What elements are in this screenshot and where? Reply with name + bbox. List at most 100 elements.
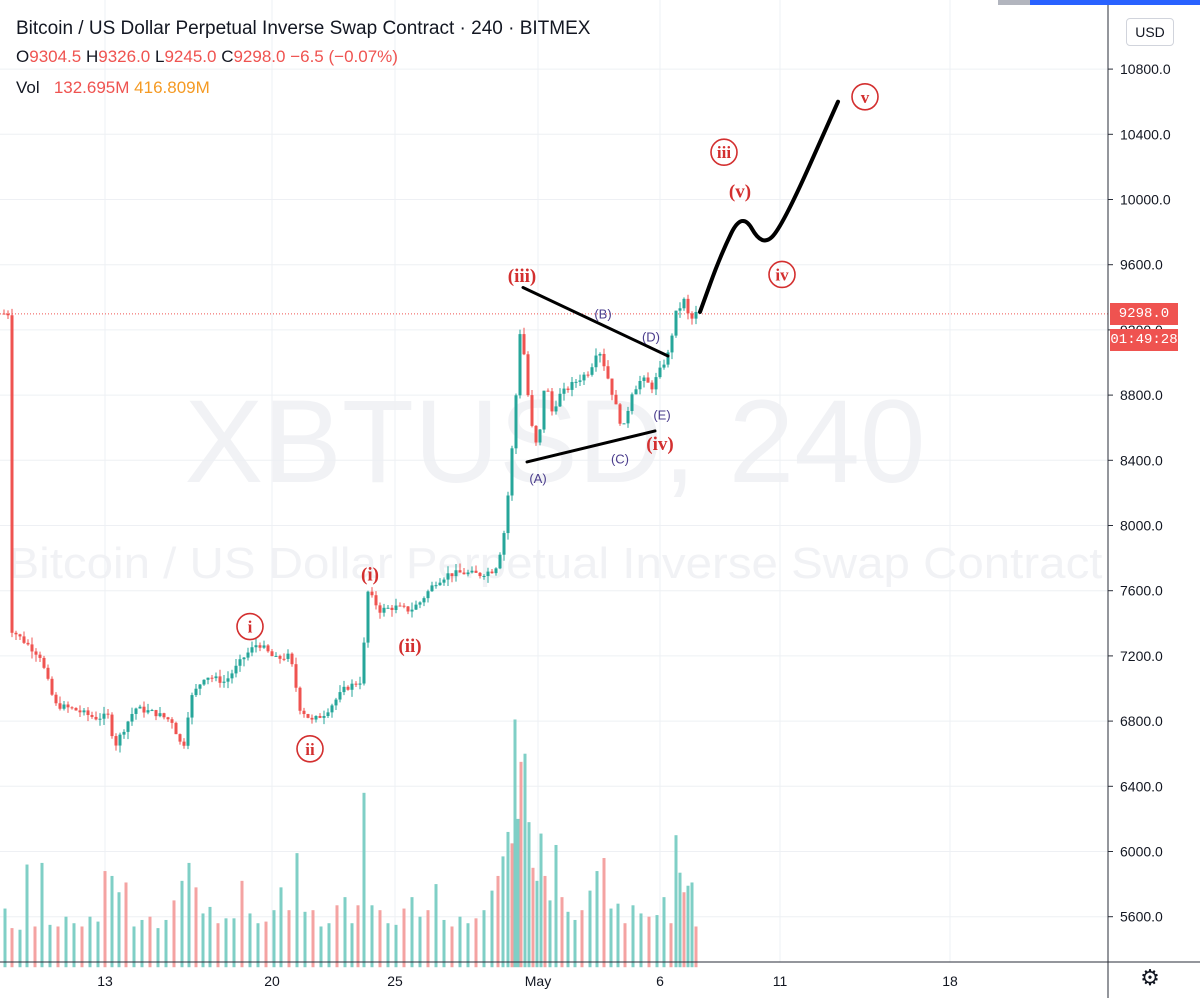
candle-body: [438, 582, 442, 586]
candle-body: [674, 310, 678, 336]
candle-body: [434, 585, 438, 587]
candle-body: [690, 313, 694, 319]
volume-bar: [560, 897, 564, 968]
volume-bar: [311, 910, 315, 968]
wave-label: iv: [775, 265, 789, 284]
candle-body: [242, 657, 246, 660]
candle-body: [506, 495, 510, 534]
candle-body: [210, 677, 214, 679]
volume-bar: [678, 872, 682, 968]
candle-body: [22, 636, 26, 643]
change-value: −6.5 (−0.07%): [290, 47, 398, 66]
candle-body: [514, 395, 518, 449]
candle-body: [294, 664, 298, 688]
wave-label-circle: [236, 612, 264, 641]
volume-ma-value: 416.809M: [134, 78, 210, 97]
abcde-label: (B): [594, 307, 611, 322]
abcde-label: (C): [611, 452, 629, 467]
wave-label-circle: [296, 735, 324, 763]
candle-body: [110, 714, 114, 737]
x-tick-label: 25: [387, 973, 403, 989]
volume-bar: [386, 923, 390, 968]
candle-body: [590, 367, 594, 375]
currency-button[interactable]: USD: [1126, 18, 1174, 46]
wave-label-circle: [851, 83, 879, 111]
wave-label-circle: [710, 138, 738, 167]
y-tick-label: 10400.0: [1120, 126, 1171, 142]
candle-body: [490, 571, 494, 574]
volume-bar: [117, 892, 121, 968]
volume-bar: [474, 918, 478, 968]
volume-bar: [513, 719, 517, 968]
volume-bar: [418, 916, 422, 968]
candle-body: [94, 716, 98, 720]
toolbar-strip-active[interactable]: [1030, 0, 1200, 5]
watermark-layer: XBTUSD, 240 Bitcoin / US Dollar Perpetua…: [8, 376, 1103, 588]
volume-bar: [442, 919, 446, 968]
candle-body: [518, 334, 522, 396]
candle-body: [66, 704, 70, 708]
volume-bar: [356, 905, 360, 968]
candle-body: [74, 707, 78, 711]
candle-body: [358, 683, 362, 685]
wave-label: ii: [305, 740, 315, 759]
triangle-upper-line: [521, 286, 670, 358]
candle-body: [418, 602, 422, 605]
candle-body: [378, 605, 382, 613]
y-tick-label: 6000.0: [1120, 844, 1163, 860]
candle-body: [670, 335, 674, 353]
candle-body: [498, 554, 502, 569]
candle-body: [62, 704, 66, 709]
volume-bar: [124, 882, 128, 968]
volume-bar: [279, 887, 283, 968]
candle-body: [118, 734, 122, 746]
candle-body: [694, 311, 698, 319]
volume-bar: [580, 910, 584, 968]
volume-bar: [535, 880, 539, 968]
volume-bar: [527, 822, 531, 968]
last-price-tag: 9298.0: [1110, 303, 1178, 325]
y-tick-label: 5600.0: [1120, 909, 1163, 925]
candle-body: [46, 667, 50, 679]
candle-body: [86, 710, 90, 716]
drawings[interactable]: [521, 99, 840, 464]
candle-body: [362, 642, 366, 684]
candle-body: [122, 731, 126, 735]
volume-bar: [669, 923, 673, 968]
candle-body: [558, 393, 562, 407]
volume-bar: [303, 911, 307, 968]
volume-bar: [458, 916, 462, 968]
abcde-label: (A): [529, 471, 546, 486]
volume-bar: [10, 928, 14, 968]
candle-body: [246, 652, 250, 658]
candle-body: [350, 683, 354, 690]
candle-body: [638, 380, 642, 390]
symbol-title[interactable]: Bitcoin / US Dollar Perpetual Inverse Sw…: [16, 18, 591, 39]
candle-body: [614, 394, 618, 405]
open-label: O: [16, 47, 30, 66]
candle-body: [90, 715, 94, 717]
volume-bar: [287, 910, 291, 968]
candle-body: [494, 568, 498, 574]
candle-body: [650, 382, 654, 390]
gear-icon[interactable]: ⚙: [1140, 965, 1160, 990]
ohlc-legend: O9304.5 H9326.0 L9245.0 C9298.0 −6.5 (−0…: [16, 47, 398, 67]
x-tick-label: 13: [97, 973, 113, 989]
volume-bar: [335, 905, 339, 968]
volume-bar: [694, 926, 698, 968]
volume-bar: [272, 910, 276, 968]
candle-body: [486, 571, 490, 576]
candle-body: [538, 429, 542, 443]
volume-bar: [25, 864, 29, 968]
x-tick-label: May: [525, 973, 551, 989]
candle-body: [14, 632, 18, 635]
candle-body: [162, 713, 166, 718]
candle-body: [662, 364, 666, 368]
candle-body: [530, 395, 534, 426]
wave-label: (i): [361, 564, 379, 585]
candle-body: [566, 388, 570, 390]
candle-body: [398, 605, 402, 607]
candle-body: [194, 688, 198, 696]
